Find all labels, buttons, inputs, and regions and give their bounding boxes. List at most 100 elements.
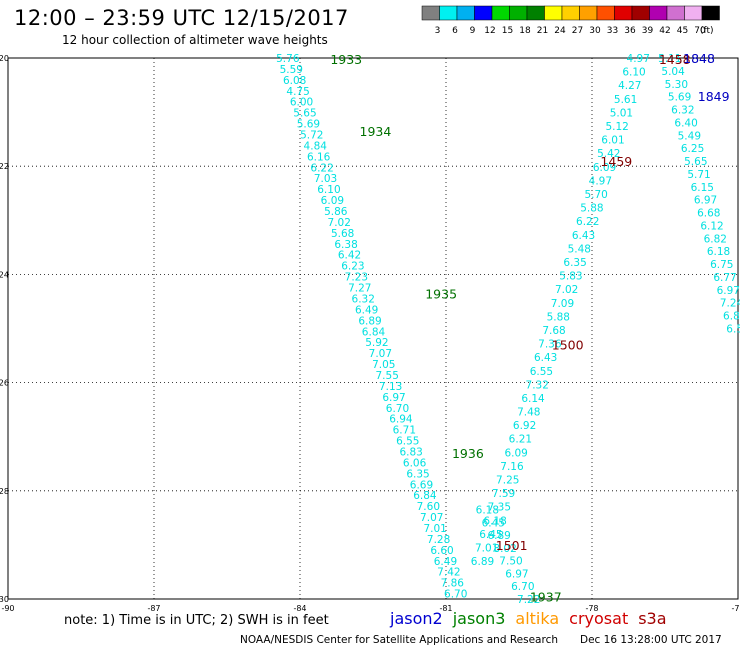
pass-time-label: 1933: [330, 52, 362, 67]
wave-height-value: 7.25: [496, 475, 519, 487]
wave-height-value: 7.01: [475, 543, 498, 555]
wave-height-value: 7.24: [720, 298, 740, 310]
wave-height-value: 6.97: [694, 195, 717, 207]
colorbar-tick-label: 27: [572, 26, 583, 36]
wave-height-value: 6.71: [393, 425, 416, 437]
wave-height-value: 6.49: [355, 304, 378, 316]
y-tick-label: -24: [0, 270, 9, 279]
wave-height-value: 7.32: [526, 379, 549, 391]
wave-height-value: 6.10: [317, 184, 340, 196]
wave-height-value: 6.40: [674, 117, 697, 129]
wave-height-value: 5.72: [300, 130, 323, 142]
pass-time-label: 1934: [360, 124, 392, 139]
wave-height-value: 6.21: [509, 434, 532, 446]
colorbar-tick-label: 33: [607, 26, 618, 36]
pass-time-label: 1848: [683, 51, 715, 66]
wave-height-value: 6.89: [358, 315, 381, 327]
x-tick-label: -90: [1, 604, 14, 613]
wave-height-value: 7.22: [517, 594, 540, 606]
wave-height-map: -90 -87 -84 -81 -78 -75 -20 -22 -24 -26 -28 -30 5.76…: [0, 51, 740, 613]
wave-height-value: 4.97: [589, 175, 612, 187]
x-tick-label: -87: [147, 604, 160, 613]
wave-height-value: 5.65: [684, 156, 707, 168]
wave-height-value: 6.89: [487, 530, 510, 542]
wave-height-value: 6.97: [505, 568, 528, 580]
wave-height-value: 5.12: [605, 121, 628, 133]
wave-height-value: 6.45: [479, 529, 502, 541]
wave-height-value: 7.23: [345, 272, 368, 284]
wave-height-value: 7.02: [328, 217, 351, 229]
wave-height-value: 6.89: [471, 556, 494, 568]
wave-height-value: 7.16: [500, 461, 524, 473]
wave-height-value: 6.06: [403, 457, 427, 469]
wave-height-value: 5.48: [568, 243, 591, 255]
wave-height-value: 6.09: [593, 162, 616, 174]
wave-height-value: 6.12: [700, 220, 723, 232]
wave-height-value: 6.55: [396, 436, 419, 448]
wave-height-value: 5.49: [678, 130, 701, 142]
wave-height-value: 5.76: [276, 53, 300, 65]
wave-height-value: 7.05: [372, 359, 395, 371]
colorbar-swatch: [701, 5, 720, 21]
x-tick-label: -78: [585, 604, 598, 613]
x-tick-label: -81: [439, 604, 452, 613]
wave-height-value: 6.08: [283, 75, 306, 87]
wave-height-value: 7.60: [417, 501, 440, 513]
wave-height-value: 6.42: [338, 250, 361, 262]
map-title: 12:00 – 23:59 UTC 12/15/2017: [14, 6, 349, 30]
wave-height-value: 7.86: [441, 578, 465, 590]
wave-height-value: 7.28: [427, 534, 450, 546]
wave-height-value: 6.01: [601, 135, 624, 147]
wave-height-value: 7.07: [369, 348, 392, 360]
colorbar-tick-label: 70: [694, 26, 706, 36]
colorbar-tick-label: 24: [554, 26, 566, 36]
wave-height-value: 6.16: [307, 151, 331, 163]
colorbar-tick-label: 3: [435, 26, 441, 36]
map-frame: [7, 57, 739, 600]
y-tick-label: -22: [0, 162, 9, 171]
colorbar-tick-label: 30: [589, 26, 601, 36]
wave-height-value: 6.15: [691, 182, 714, 194]
wave-height-value: 4.97: [627, 53, 650, 65]
wave-height-value: 7.48: [517, 407, 540, 419]
wave-height-value: 6.22: [310, 162, 333, 174]
wave-height-value: 6.45: [482, 517, 505, 529]
colorbar-tick-label: 45: [677, 26, 688, 36]
map-subtitle: 12 hour collection of altimeter wave hei…: [62, 33, 328, 47]
wave-height-value: 5.71: [687, 169, 710, 181]
wave-height-value: 6.82: [704, 233, 727, 245]
wave-height-value: 5.70: [584, 189, 607, 201]
wave-height-value: 6.68: [697, 208, 720, 220]
colorbar-tick-label: 39: [642, 26, 654, 36]
mission-legend-cryosat: cryosat: [569, 609, 629, 628]
wave-height-value: 7.50: [499, 556, 522, 568]
wave-height-value: 5.88: [580, 203, 603, 215]
wave-height-value: 6.43: [534, 352, 557, 364]
wave-height-value: 7.55: [376, 370, 399, 382]
wave-height-value: 7.68: [542, 325, 565, 337]
wave-height-value: 6.83: [399, 446, 422, 458]
wave-height-value: 5.04: [661, 66, 685, 78]
colorbar-unit-label: (ft): [700, 26, 714, 36]
wave-height-value: 6.22: [576, 216, 599, 228]
wave-height-value: 6.10: [622, 67, 645, 79]
wave-height-value: 7.07: [420, 512, 443, 524]
wave-height-value: 4.27: [618, 80, 641, 92]
y-tick-label: -30: [0, 595, 9, 604]
x-tick-label: -84: [293, 604, 306, 613]
wave-height-value: 5.11: [658, 53, 681, 65]
pass-time-label: 1501: [496, 538, 528, 553]
wave-height-value: 6.18: [707, 246, 730, 258]
wave-height-value: 6.35: [406, 468, 429, 480]
wave-height-value: 7.42: [437, 567, 460, 579]
y-tick-label: -20: [0, 54, 9, 63]
color-scale-legend: 3 6 9 12 15 18 21 24 27 30 33 36 39 42 45 70(ft): [421, 5, 720, 36]
wave-height-value: 5.69: [297, 119, 320, 131]
wave-height-value: 6.38: [334, 239, 357, 251]
wave-height-value: 7.02: [555, 284, 578, 296]
wave-height-value: 6.35: [563, 257, 586, 269]
wave-height-value: 5.61: [614, 94, 637, 106]
wave-height-value: 6.25: [681, 143, 704, 155]
wave-height-value: 5.88: [547, 311, 570, 323]
wave-height-value: 5.42: [597, 148, 620, 160]
